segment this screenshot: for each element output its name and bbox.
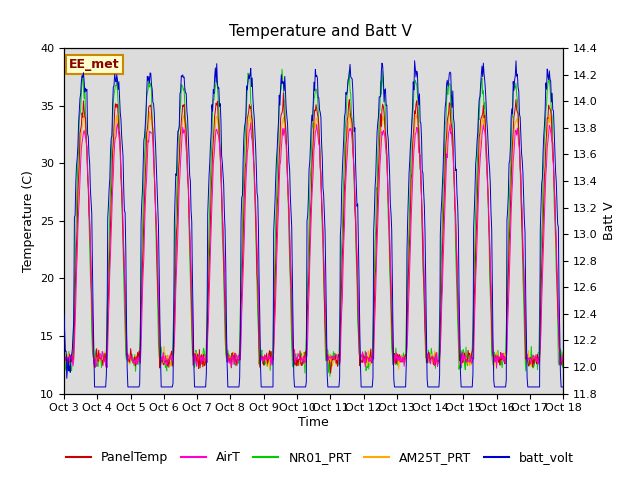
Text: EE_met: EE_met <box>69 59 120 72</box>
Text: Temperature and Batt V: Temperature and Batt V <box>228 24 412 39</box>
Y-axis label: Temperature (C): Temperature (C) <box>22 170 35 272</box>
Y-axis label: Batt V: Batt V <box>604 202 616 240</box>
X-axis label: Time: Time <box>298 416 329 429</box>
Legend: PanelTemp, AirT, NR01_PRT, AM25T_PRT, batt_volt: PanelTemp, AirT, NR01_PRT, AM25T_PRT, ba… <box>61 446 579 469</box>
